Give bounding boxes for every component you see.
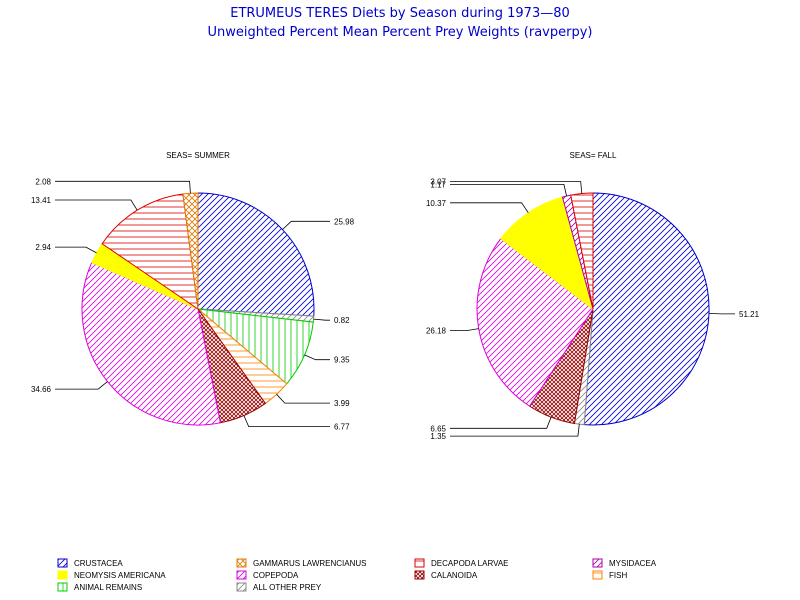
slice-value-label: 2.08 [35,177,51,186]
legend-label-calanoida: CALANOIDA [431,571,478,580]
legend-label-animal_remains: ANIMAL REMAINS [74,583,142,592]
legend-label-fish: FISH [609,571,627,580]
pie-summer-title: SEAS= SUMMER [166,151,230,160]
pie-fall: SEAS= FALL 51.21 1.356.65 26.18 10.37 1.173.… [426,151,760,441]
slice-value-label: 10.37 [426,199,447,208]
pie-slice-decapoda [570,192,594,310]
slice-value-label: 1.17 [430,180,446,189]
legend-swatch-calanoida [414,570,425,580]
legend-label-gammarus: GAMMARUS LAWRENCIANUS [253,559,367,568]
slice-value-label: 9.35 [334,356,350,365]
legend-swatch-animal_remains [57,582,68,592]
slice-value-label: 2.94 [35,243,51,252]
slice-value-label: 34.66 [31,385,52,394]
legend-swatch-crustacea [57,558,68,568]
pie-slice-copepoda [81,261,221,426]
pie-slice-crustacea [583,192,710,426]
slice-value-label: 13.41 [31,196,52,205]
leader-line [282,220,330,230]
slice-value-label: 25.98 [334,217,355,226]
legend-label-mysidacea: MYSIDACEA [609,559,657,568]
legend-label-neomysis: NEOMYSIS AMERICANA [74,571,166,580]
legend-swatch-neomysis [57,570,68,580]
pie-slice-decapoda [101,193,199,311]
slice-value-label: 26.18 [426,327,447,336]
legend-swatch-mysidacea [592,558,603,568]
leader-line [450,417,552,429]
slice-value-label: 0.82 [334,316,350,325]
leader-line [313,318,330,321]
legend-label-decapoda: DECAPODA LARVAE [431,559,509,568]
leader-line [450,181,583,194]
slice-value-label: 6.77 [334,423,350,432]
legend: CRUSTACEA GAMMARUS LAWRENCIANUS DECAPODA L… [57,558,657,592]
pie-fall-title: SEAS= FALL [570,151,617,160]
leader-line [450,183,567,197]
legend-label-copepoda: COPEPODA [253,571,299,580]
slice-value-label: 3.07 [430,178,446,187]
pie-summer: SEAS= SUMMER 25.98 0.82 9.35 3.99 6.77 34.66 2… [31,151,355,432]
leader-line [55,246,97,254]
chart-title: ETRUMEUS TERES Diets by Season during 19… [230,6,570,21]
leader-line [276,394,330,404]
legend-swatch-decapoda [414,558,425,568]
legend-label-other: ALL OTHER PREY [253,583,322,592]
slice-value-label: 51.21 [739,310,760,319]
leader-line [450,328,479,332]
leader-line [55,199,138,211]
slice-value-label: 3.99 [334,399,350,408]
legend-swatch-copepoda [236,570,247,580]
pie-slice-gammarus [182,192,199,310]
leader-line [450,202,529,214]
leader-line [708,313,735,315]
legend-swatch-fish [592,570,603,580]
leader-line [243,415,330,428]
slice-value-label: 1.35 [430,432,446,441]
legend-swatch-gammarus [236,558,247,568]
leader-line [55,381,108,390]
leader-line [55,180,191,194]
slice-value-label: 6.65 [430,424,446,433]
legend-label-crustacea: CRUSTACEA [74,559,123,568]
leader-line [450,424,580,437]
legend-swatch-other [236,582,247,592]
leader-line [304,354,330,361]
pie-slice-crustacea [197,192,315,317]
chart-subtitle: Unweighted Percent Mean Percent Prey Wei… [208,25,593,40]
